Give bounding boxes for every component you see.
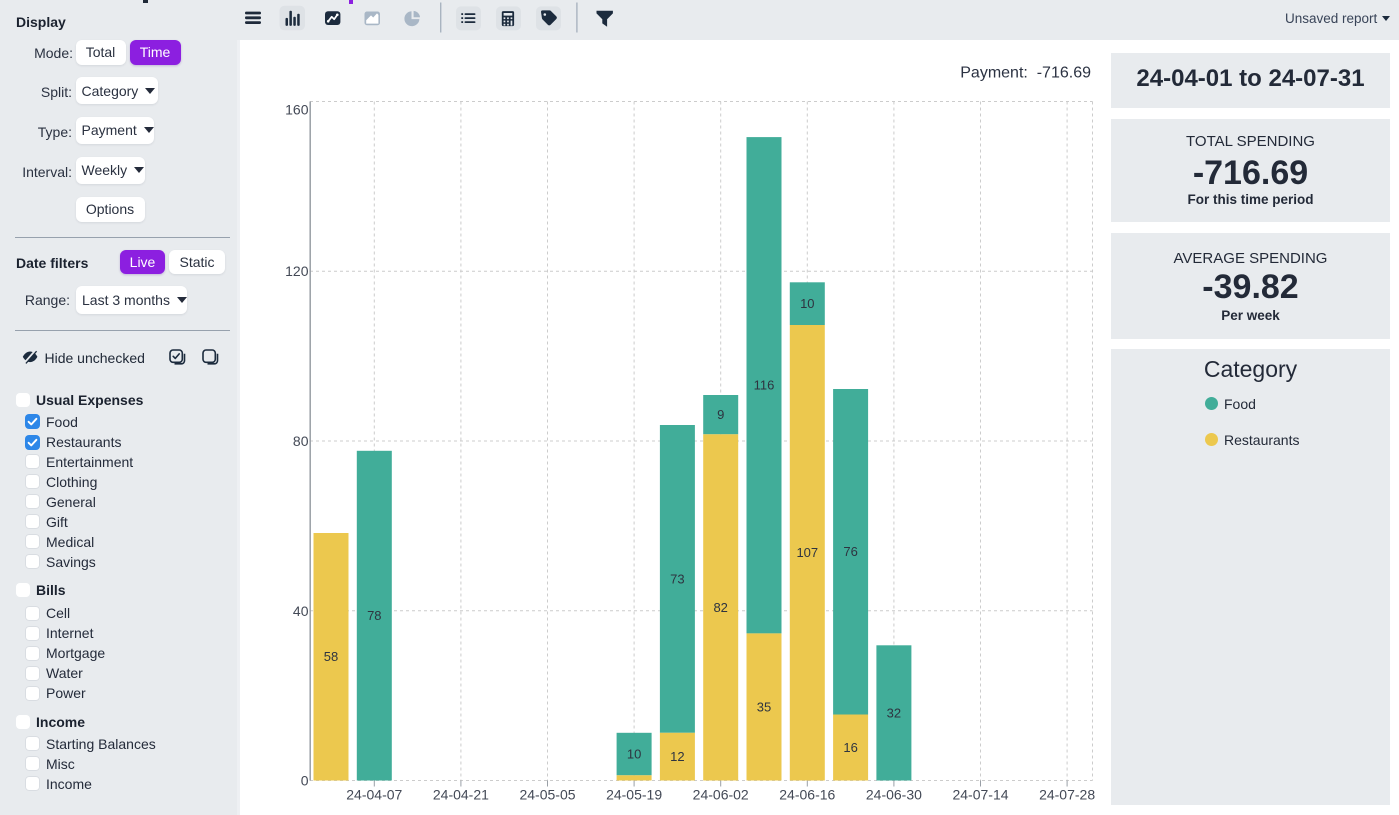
svg-text:76: 76: [843, 544, 857, 559]
svg-text:35: 35: [757, 700, 771, 715]
svg-text:24-07-14: 24-07-14: [952, 787, 1008, 803]
svg-text:12: 12: [670, 749, 684, 764]
svg-text:24-06-30: 24-06-30: [866, 787, 922, 803]
svg-text:24-07-28: 24-07-28: [1039, 787, 1095, 803]
svg-text:16: 16: [843, 740, 857, 755]
svg-text:116: 116: [754, 378, 775, 393]
svg-text:40: 40: [293, 603, 309, 619]
svg-text:82: 82: [713, 600, 727, 615]
svg-text:24-05-05: 24-05-05: [519, 787, 575, 803]
svg-text:24-05-19: 24-05-19: [606, 787, 662, 803]
svg-text:24-06-02: 24-06-02: [693, 787, 749, 803]
svg-text:32: 32: [887, 706, 901, 721]
svg-text:0: 0: [301, 773, 309, 789]
svg-text:9: 9: [717, 407, 724, 422]
svg-text:Payment: -716.69: Payment: -716.69: [960, 65, 1091, 82]
svg-text:58: 58: [324, 649, 338, 664]
svg-text:24-04-07: 24-04-07: [346, 787, 402, 803]
svg-text:78: 78: [367, 608, 381, 623]
svg-text:120: 120: [285, 263, 309, 279]
svg-text:107: 107: [796, 545, 818, 560]
svg-text:24-04-21: 24-04-21: [433, 787, 489, 803]
svg-text:160: 160: [285, 102, 309, 118]
svg-text:73: 73: [670, 572, 684, 587]
svg-text:10: 10: [627, 747, 641, 762]
svg-text:24-06-16: 24-06-16: [779, 787, 835, 803]
svg-text:80: 80: [293, 433, 309, 449]
svg-text:10: 10: [800, 296, 814, 311]
